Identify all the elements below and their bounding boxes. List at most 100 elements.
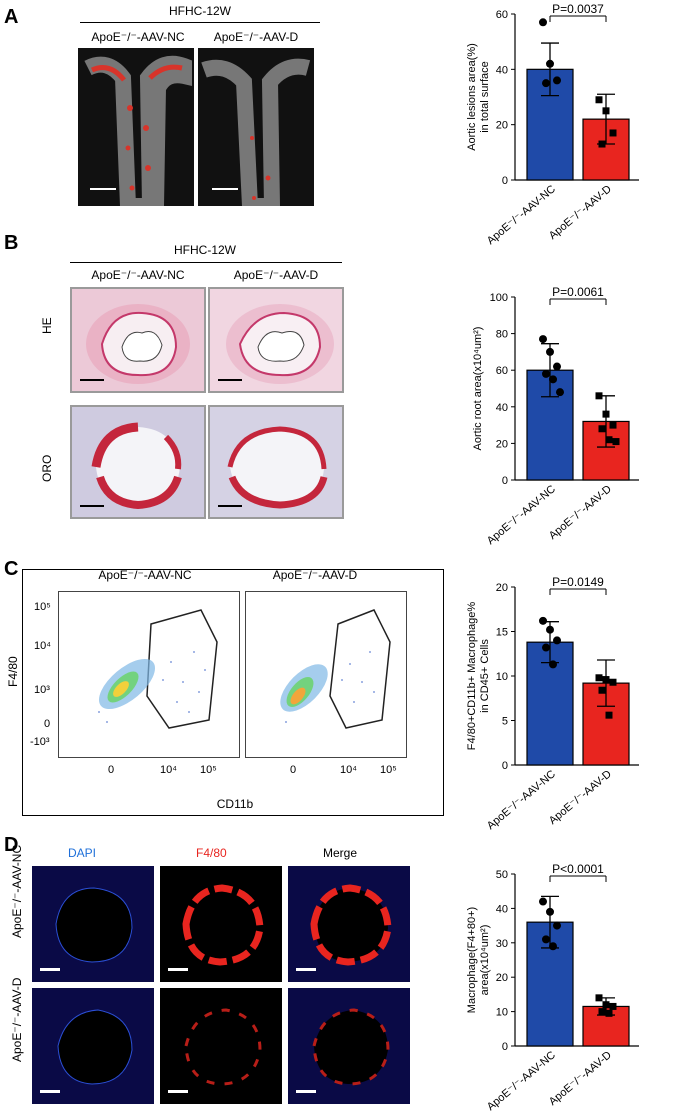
data-point bbox=[546, 59, 554, 68]
data-point bbox=[598, 425, 606, 433]
data-point bbox=[539, 897, 547, 906]
data-point bbox=[605, 436, 613, 444]
aorta-d-drawing bbox=[201, 58, 311, 214]
panel-d-channel-f480: F4/80 bbox=[196, 846, 227, 860]
y-tick-label: 0 bbox=[502, 475, 508, 487]
data-point bbox=[605, 1009, 613, 1017]
if-d-dapi bbox=[32, 988, 154, 1104]
data-point bbox=[595, 96, 603, 104]
panel-b-row-he: HE bbox=[40, 317, 54, 334]
panel-b-image-oro-nc bbox=[70, 405, 206, 519]
y-axis-label-line2: area(x10⁴um²) bbox=[479, 925, 491, 996]
flow-xtick-d-1: 0 bbox=[290, 764, 297, 776]
flow-xtick-nc-1: 0 bbox=[108, 764, 115, 776]
data-point bbox=[553, 921, 561, 930]
panel-c-group-nc: ApoE⁻/⁻-AAV-NC bbox=[98, 568, 192, 582]
panel-d-row-d: ApoE⁻/⁻-AAV-D bbox=[10, 977, 24, 1062]
data-point bbox=[602, 107, 610, 115]
flow-xtick-d-2: 10⁴ bbox=[340, 764, 357, 776]
panel-a-group-nc: ApoE⁻/⁻-AAV-NC bbox=[91, 30, 185, 44]
data-point bbox=[605, 711, 613, 719]
oro-d-drawing bbox=[210, 407, 342, 517]
p-value-label: P=0.0037 bbox=[552, 2, 604, 16]
aorta-nc-drawing bbox=[84, 55, 192, 214]
panel-b-group-d: ApoE⁻/⁻-AAV-D bbox=[233, 268, 319, 282]
panel-d-row-nc: ApoE⁻/⁻-AAV-NC bbox=[10, 844, 24, 938]
category-label: ApoE⁻/⁻-AAV-NC bbox=[485, 183, 558, 245]
panel-a-label: A bbox=[4, 6, 19, 28]
panel-d-channel-merge: Merge bbox=[323, 846, 358, 860]
panel-c-yaxis-label: F4/80 bbox=[6, 656, 20, 687]
panel-b-header: HFHC-12W bbox=[174, 243, 236, 257]
data-point bbox=[598, 1008, 606, 1016]
chart-c: 0 5 10 15 20 F4/80+CD11b+ Macrophage% in CD45+… bbox=[466, 575, 639, 832]
panel-a-header: HFHC-12W bbox=[169, 4, 231, 18]
data-point bbox=[556, 388, 564, 397]
data-point bbox=[546, 625, 554, 634]
flow-plot-d bbox=[245, 591, 407, 758]
panel-b-row-oro: ORO bbox=[40, 454, 54, 482]
y-tick-label: 0 bbox=[502, 1041, 508, 1053]
y-axis-label-line2: in total surface bbox=[479, 61, 491, 133]
data-point bbox=[553, 362, 561, 371]
he-d-drawing bbox=[210, 289, 342, 391]
chart-b: 0 20 40 60 80 100 Aortic root area(x10⁴um²) Apo… bbox=[472, 285, 639, 547]
data-point bbox=[595, 392, 603, 400]
y-axis-label: Aortic root area(x10⁴um²) bbox=[472, 327, 484, 451]
y-axis-label: Aortic lesions area(%) bbox=[466, 43, 478, 151]
data-point bbox=[609, 129, 617, 137]
flow-ytick-1: 10⁵ bbox=[34, 601, 51, 613]
if-nc-f480 bbox=[160, 866, 282, 982]
panel-b-image-he-d bbox=[208, 287, 344, 393]
panel-b-image-oro-d bbox=[208, 405, 344, 519]
y-tick-label: 60 bbox=[496, 9, 508, 21]
panel-c-xaxis-label: CD11b bbox=[216, 797, 254, 811]
data-point bbox=[539, 616, 547, 625]
y-tick-label: 20 bbox=[496, 438, 508, 450]
y-tick-label: 15 bbox=[496, 627, 508, 639]
chart-a: 0 20 40 60 Aortic lesions area(%) in total su… bbox=[466, 2, 639, 245]
y-tick-label: 40 bbox=[496, 64, 508, 76]
flow-plot-nc bbox=[58, 591, 240, 758]
data-point bbox=[539, 18, 547, 27]
panel-b-header-line bbox=[70, 262, 342, 263]
data-point bbox=[549, 660, 557, 669]
y-tick-label: 40 bbox=[496, 402, 508, 414]
data-point bbox=[549, 375, 557, 384]
flow-ytick-4: 0 bbox=[44, 718, 51, 730]
data-point bbox=[549, 942, 557, 951]
y-axis-label-line2: in CD45+ Cells bbox=[479, 639, 491, 713]
data-point bbox=[612, 438, 620, 446]
y-axis-label: Macrophage(F4+80+) bbox=[466, 907, 478, 1013]
data-point bbox=[609, 678, 617, 686]
data-point bbox=[542, 643, 550, 652]
y-tick-label: 20 bbox=[496, 582, 508, 594]
data-point bbox=[595, 674, 603, 682]
y-tick-label: 20 bbox=[496, 120, 508, 132]
data-point bbox=[546, 907, 554, 916]
data-point bbox=[553, 636, 561, 645]
data-point bbox=[542, 79, 550, 88]
y-tick-label: 60 bbox=[496, 365, 508, 377]
bar-d bbox=[582, 1005, 630, 1047]
data-point bbox=[546, 347, 554, 356]
y-tick-label: 0 bbox=[502, 175, 508, 187]
panel-c-group-d: ApoE⁻/⁻-AAV-D bbox=[272, 568, 358, 582]
oro-nc-drawing bbox=[72, 407, 204, 517]
panel-a-header-line bbox=[80, 22, 320, 23]
if-d-f480 bbox=[160, 988, 282, 1104]
panel-d-channel-dapi: DAPI bbox=[68, 846, 97, 860]
data-point bbox=[598, 686, 606, 694]
p-value-label: P=0.0061 bbox=[552, 285, 604, 299]
panel-a-image-nc bbox=[78, 48, 194, 214]
data-point bbox=[602, 410, 610, 418]
panel-c-label: C bbox=[4, 558, 19, 580]
panel-b-image-he-nc bbox=[70, 287, 206, 393]
flow-ytick-2: 10⁴ bbox=[34, 640, 51, 652]
panel-d-label: D bbox=[4, 834, 19, 856]
panel-b-group-nc: ApoE⁻/⁻-AAV-NC bbox=[91, 268, 185, 282]
data-point bbox=[609, 1002, 617, 1010]
panel-b-label: B bbox=[4, 232, 19, 254]
y-tick-label: 80 bbox=[496, 329, 508, 341]
if-nc-dapi bbox=[32, 866, 154, 982]
